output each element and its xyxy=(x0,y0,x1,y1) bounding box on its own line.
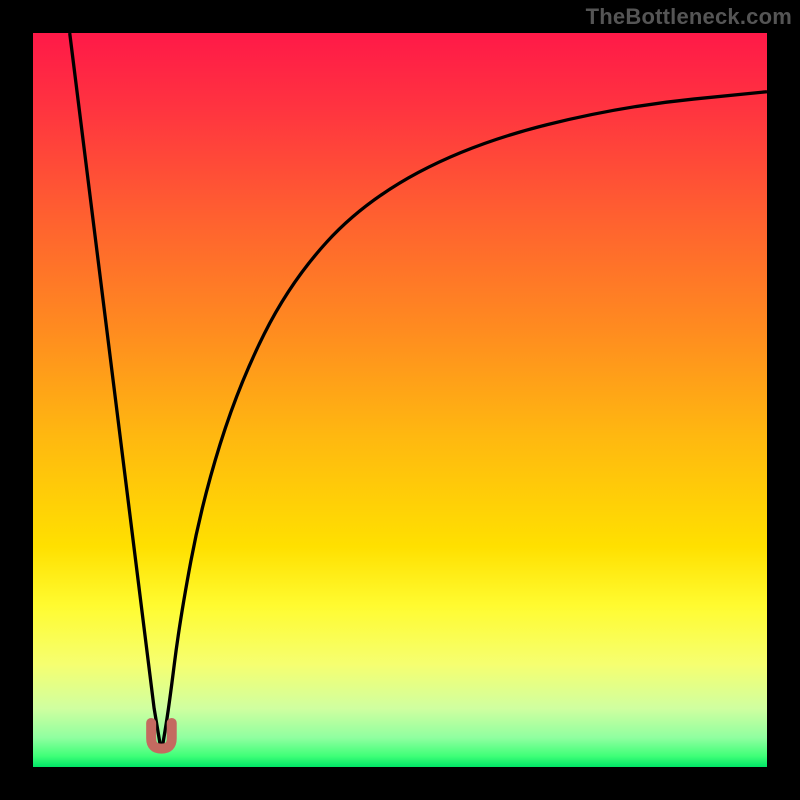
optimal-marker xyxy=(151,723,172,749)
chart-container: TheBottleneck.com xyxy=(0,0,800,800)
watermark-text: TheBottleneck.com xyxy=(586,4,792,30)
plot-area xyxy=(33,33,767,767)
chart-svg xyxy=(33,33,767,767)
bottleneck-curve xyxy=(70,33,767,752)
